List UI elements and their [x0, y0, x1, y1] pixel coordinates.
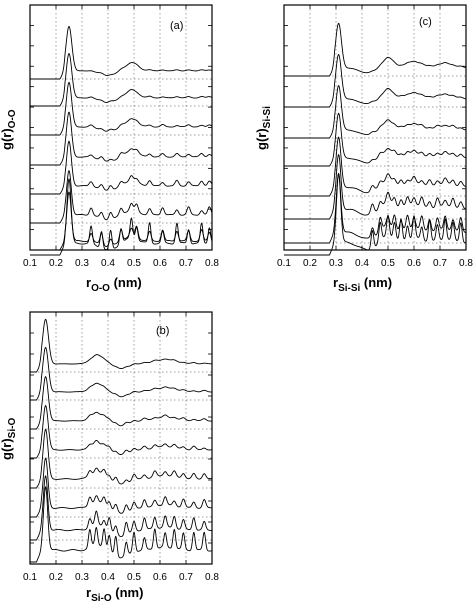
panel-c-tick-label: 0.6	[407, 258, 421, 269]
panel-a-ticks: 0.1 0.2 0.3 0.4 0.5 0.6 0.7 0.8	[23, 5, 219, 269]
panel-c-tick-label: 0.1	[277, 258, 291, 269]
panel-b-tick-label: 0.3	[75, 572, 89, 583]
panel-c: 0.1 0.2 0.3 0.4 0.5 0.6 0.7 0.8 (c) g(r)Si-Si r…	[254, 4, 473, 294]
panel-a-curve	[29, 25, 213, 80]
panel-c-xlabel-main: r	[333, 275, 338, 290]
panel-a-xlabel-main: r	[86, 275, 91, 290]
panel-c-ylabel: g(r)Si-Si	[254, 106, 273, 150]
panel-b-tick-label: 0.1	[23, 572, 37, 583]
panel-a-xlabel-sub: O-O	[91, 283, 110, 294]
panel-b-curve	[29, 457, 213, 518]
panel-a-tick-label: 0.5	[127, 258, 141, 269]
panel-b-curve	[29, 405, 213, 459]
panel-a-curves	[29, 25, 213, 256]
panel-a-tick-label: 0.2	[49, 258, 63, 269]
panel-c-curve	[283, 172, 467, 244]
panel-a-label: (a)	[170, 20, 183, 32]
panel-c-label: (c)	[419, 16, 432, 28]
panel-a-grid	[30, 5, 212, 251]
panel-b-xlabel-main: r	[86, 585, 91, 600]
panel-c-ylabel-main: g(r)	[254, 128, 269, 150]
panel-b-tick-label: 0.8	[205, 572, 219, 583]
panel-a-tick-label: 0.1	[23, 258, 37, 269]
panel-a-curve	[29, 53, 213, 107]
panel-a-curve	[29, 111, 213, 166]
panel-b-tick-label: 0.7	[179, 572, 193, 583]
panel-b-curve	[29, 346, 213, 401]
panel-c-curve	[283, 154, 467, 220]
panel-b-xlabel-sub: Si-O	[91, 593, 112, 602]
panel-c-curve	[283, 54, 467, 108]
panel-c-tick-label: 0.8	[459, 258, 473, 269]
panel-c-curve	[283, 136, 467, 197]
panel-b-frame	[29, 311, 213, 565]
panel-c-xlabel-unit: (nm)	[360, 275, 392, 290]
panel-c-ticks: 0.1 0.2 0.3 0.4 0.5 0.6 0.7 0.8	[277, 5, 473, 269]
panel-b-curve	[29, 318, 213, 373]
panel-b-label: (b)	[156, 325, 169, 337]
panel-b-xlabel: rSi-O (nm)	[86, 585, 143, 602]
panel-c-curve	[283, 173, 467, 256]
panel-a-ylabel: g(r)O-O	[0, 109, 18, 150]
panel-c-curve	[283, 85, 467, 139]
panel-b-ylabel-sub: Si-O	[7, 418, 18, 439]
panel-b-grid	[30, 312, 212, 564]
panel-a-curve	[29, 170, 213, 224]
panel-b-tick-label: 0.4	[101, 572, 115, 583]
panel-c-ylabel-sub: Si-Si	[262, 106, 273, 128]
panel-a-frame	[29, 4, 213, 251]
panel-b-curve	[29, 428, 213, 489]
panel-c-curve	[283, 22, 467, 77]
panel-c-xlabel: rSi-Si (nm)	[333, 275, 392, 294]
panel-a-ylabel-sub: O-O	[7, 109, 18, 128]
panel-a-curve	[29, 140, 213, 195]
panel-b-ticks: 0.1 0.2 0.3 0.4 0.5 0.6 0.7 0.8	[23, 312, 219, 583]
panel-a: 0.1 0.2 0.3 0.4 0.5 0.6 0.7 0.8 (a) g(r)O-O rO-…	[0, 4, 219, 294]
panel-b-tick-label: 0.5	[127, 572, 141, 583]
panel-b-ylabel-main: g(r)	[0, 438, 14, 460]
panel-b-ylabel: g(r)Si-O	[0, 418, 18, 460]
panel-b-curve	[29, 475, 213, 541]
panel-b: 0.1 0.2 0.3 0.4 0.5 0.6 0.7 0.8 (b) g(r)Si-O rS…	[0, 311, 219, 602]
panel-b-xlabel-unit: (nm)	[112, 585, 144, 600]
panel-c-grid	[284, 5, 466, 250]
panel-a-xlabel-unit: (nm)	[110, 275, 142, 290]
panel-c-xlabel-sub: Si-Si	[338, 283, 360, 294]
panel-a-curve	[29, 81, 213, 136]
panel-a-ylabel-main: g(r)	[0, 128, 14, 150]
panel-a-tick-label: 0.3	[75, 258, 89, 269]
panel-b-curve	[29, 486, 213, 563]
panel-a-tick-label: 0.4	[101, 258, 115, 269]
panel-c-curve	[283, 112, 467, 167]
panel-c-curves	[283, 22, 467, 256]
panel-a-curve	[29, 178, 213, 256]
panel-a-curve	[29, 191, 213, 251]
panel-a-tick-label: 0.8	[205, 258, 219, 269]
panel-b-tick-label: 0.6	[153, 572, 167, 583]
panel-c-tick-label: 0.7	[433, 258, 447, 269]
panel-b-curves	[29, 318, 213, 563]
panel-c-frame	[283, 4, 467, 251]
panel-b-tick-label: 0.2	[49, 572, 63, 583]
panel-a-tick-label: 0.6	[153, 258, 167, 269]
panel-a-tick-label: 0.7	[179, 258, 193, 269]
panel-c-tick-label: 0.5	[381, 258, 395, 269]
panel-b-curve	[29, 376, 213, 430]
panel-c-tick-label: 0.2	[303, 258, 317, 269]
panel-a-xlabel: rO-O (nm)	[86, 275, 142, 294]
panel-c-tick-label: 0.4	[355, 258, 369, 269]
panel-c-tick-label: 0.3	[329, 258, 343, 269]
